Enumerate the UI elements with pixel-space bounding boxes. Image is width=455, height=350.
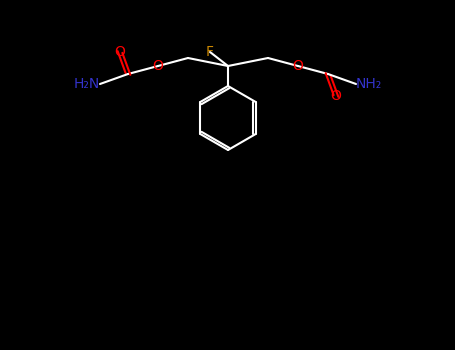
Text: O: O xyxy=(115,45,126,59)
Text: O: O xyxy=(152,59,163,73)
Text: O: O xyxy=(331,89,341,103)
Text: H₂N: H₂N xyxy=(74,77,100,91)
Text: F: F xyxy=(206,45,214,59)
Text: O: O xyxy=(293,59,303,73)
Text: NH₂: NH₂ xyxy=(356,77,382,91)
